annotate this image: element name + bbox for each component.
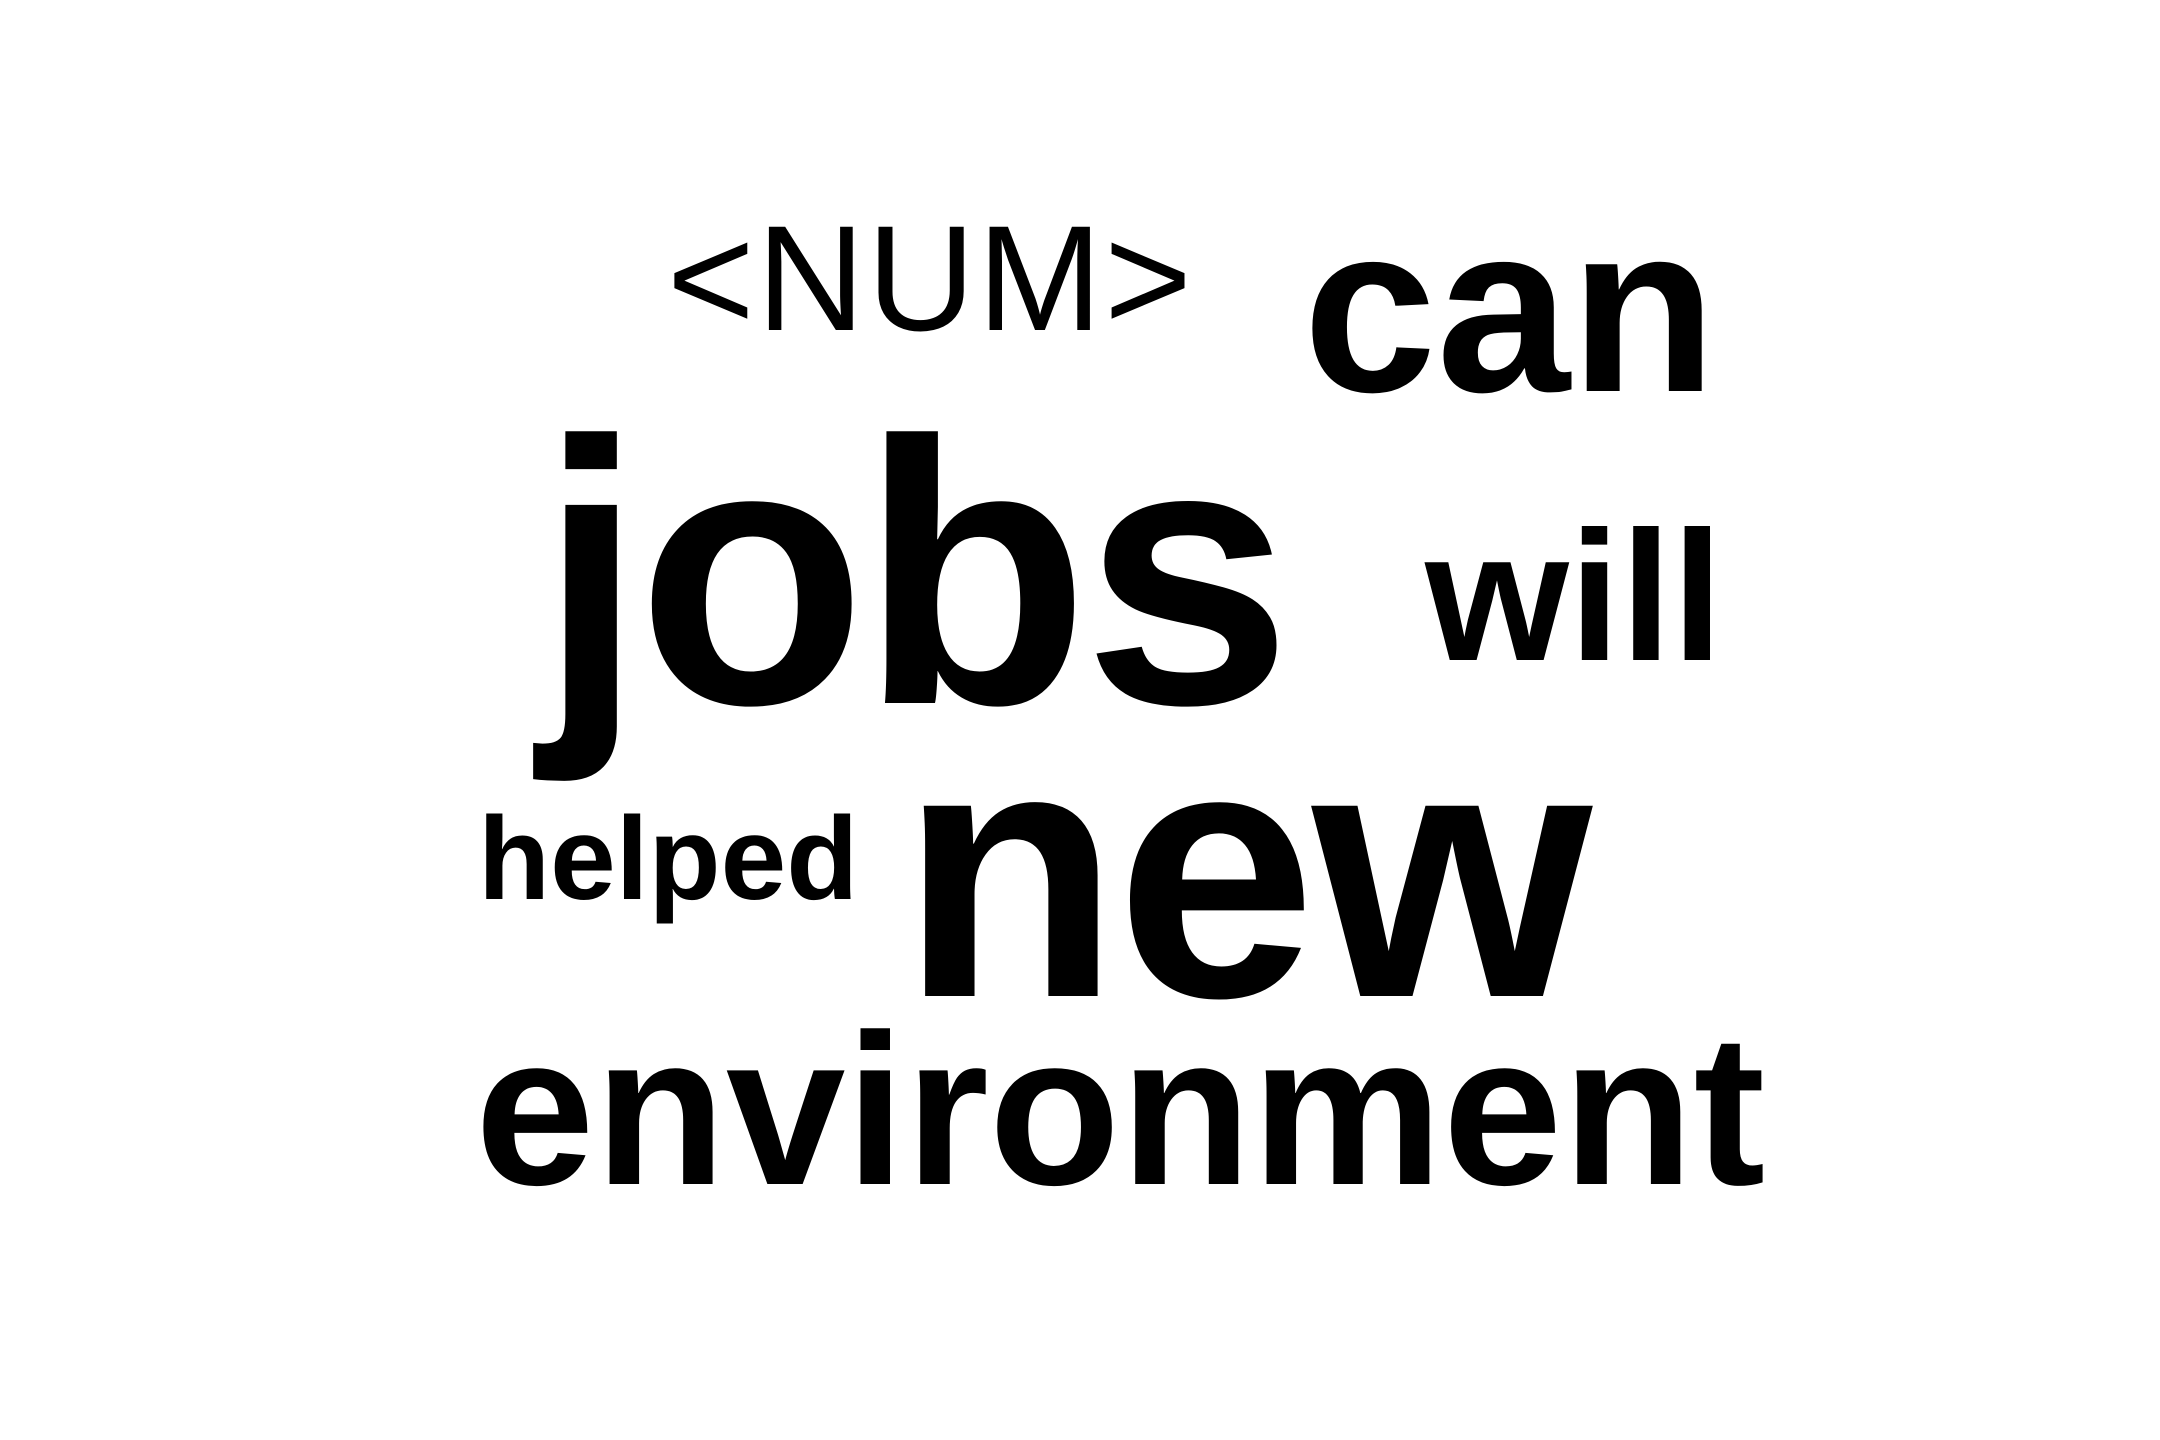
word-environment: environment — [475, 989, 1766, 1230]
word-will: will — [1425, 494, 1724, 700]
word-num-token: <NUM> — [667, 194, 1194, 362]
word-new: new — [900, 671, 1592, 1073]
word-jobs: jobs — [539, 365, 1292, 783]
word-can: can — [1303, 174, 1717, 442]
word-helped: helped — [478, 793, 859, 925]
